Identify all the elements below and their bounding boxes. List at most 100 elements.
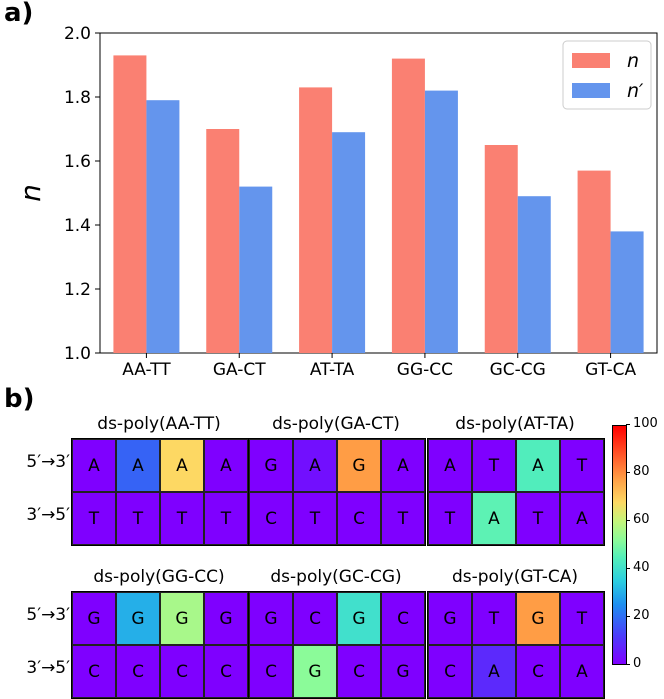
heatmap-cell: T [516, 492, 560, 545]
colorbar-tick-label: 40 [626, 560, 650, 575]
heatmap-cell: G [337, 439, 381, 492]
heatmap-cell: T [293, 492, 337, 545]
heatmap-cell: T [381, 492, 425, 545]
heatmap-cell: A [116, 439, 160, 492]
heatmap-cell: G [249, 592, 293, 645]
heatmap-cell: C [337, 492, 381, 545]
heatmap-cell: A [472, 645, 516, 698]
heatmap-cell: A [560, 645, 604, 698]
heatmap-cell: G [428, 592, 472, 645]
heatmap-cell: T [472, 439, 516, 492]
colorbar [612, 425, 627, 665]
heatmap-cell: T [204, 492, 248, 545]
heatmap-cell: G [116, 592, 160, 645]
heatmap-cell: A [472, 492, 516, 545]
x-tick-label: GT-CA [585, 360, 636, 380]
heatmap-cell: G [204, 592, 248, 645]
heatmap-cell: C [428, 645, 472, 698]
heatmap-cell: C [72, 645, 116, 698]
legend-swatch-1 [572, 83, 610, 98]
colorbar-tick-label: 80 [626, 464, 650, 479]
row-label-5-to-3: 5′→3′ [26, 452, 70, 472]
x-tick-label: AT-TA [310, 360, 355, 380]
heatmap-cell: T [472, 592, 516, 645]
bar-n-GG-CC [391, 58, 425, 353]
bar-n-prime-GC-CG [517, 196, 551, 353]
heatmap-cell: A [428, 439, 472, 492]
bar-n-GT-CA [577, 170, 611, 353]
panel-b-label: b) [4, 384, 35, 414]
y-tick-label: 1.0 [64, 344, 91, 364]
heatmap-cell: T [560, 592, 604, 645]
heatmap-title: ds-poly(AA-TT) [97, 414, 221, 434]
bar-n-prime-GG-CC [424, 90, 458, 353]
heatmap-cell: A [72, 439, 116, 492]
heatmap-title: ds-poly(GG-CC) [93, 567, 225, 587]
heatmap-cell: T [160, 492, 204, 545]
heatmap-cell: T [428, 492, 472, 545]
bar-chart: 1.0 1.2 1.4 1.6 1.8 2.0 n AA-TT GA-CT AT-TA GG-CC G… [14, 24, 658, 380]
y-axis-label: n [14, 184, 47, 202]
y-tick-label: 1.2 [64, 280, 91, 300]
heatmap-cell: G [337, 592, 381, 645]
heatmap-cell: G [72, 592, 116, 645]
plot-frame [99, 32, 658, 354]
colorbar-tick-label: 60 [626, 512, 650, 527]
heatmap-cell: C [381, 592, 425, 645]
heatmap-cell: A [160, 439, 204, 492]
heatmap-cell: C [249, 492, 293, 545]
y-tick-label: 2.0 [64, 24, 91, 44]
bar-n-AA-TT [113, 55, 147, 354]
heatmap-cell: T [72, 492, 116, 545]
x-tick-label: GC-CG [490, 360, 546, 380]
heatmap-cell: G [160, 592, 204, 645]
heatmap-cell: C [337, 645, 381, 698]
bar-n-prime-GT-CA [610, 231, 644, 353]
heatmap-cell: A [560, 492, 604, 545]
heatmap-cell: G [516, 592, 560, 645]
row-label-3-to-5: 3′→5′ [26, 658, 70, 678]
legend-label-0: n [627, 50, 639, 72]
heatmap-title: ds-poly(GA-CT) [272, 414, 400, 434]
bar-n-GA-CT [206, 129, 240, 353]
heatmap-cell: G [381, 645, 425, 698]
heatmap-title: ds-poly(AT-TA) [455, 414, 575, 434]
heatmap-cell: C [516, 645, 560, 698]
heatmap-cell: T [560, 439, 604, 492]
heatmap-cell: C [160, 645, 204, 698]
heatmap-cell: A [381, 439, 425, 492]
heatmap-cell: A [204, 439, 248, 492]
row-label-3-to-5: 3′→5′ [26, 505, 70, 525]
colorbar-tick-label: 0 [625, 656, 641, 671]
heatmap-cell: C [293, 592, 337, 645]
row-label-5-to-3: 5′→3′ [26, 605, 70, 625]
heatmap-title: ds-poly(GC-CG) [270, 567, 402, 587]
heatmap-title: ds-poly(GT-CA) [451, 567, 579, 587]
heatmap-cell: C [204, 645, 248, 698]
heatmap-cell: G [249, 439, 293, 492]
heatmap-cell: C [116, 645, 160, 698]
bar-n-GC-CG [484, 145, 518, 353]
heatmap-cell: G [293, 645, 337, 698]
heatmap-cell: C [249, 645, 293, 698]
y-tick-label: 1.6 [64, 152, 91, 172]
bar-n-prime-GA-CT [239, 186, 273, 353]
y-tick-label: 1.8 [64, 88, 91, 108]
colorbar-tick-label: 100 [626, 416, 658, 431]
legend-swatch-0 [572, 53, 610, 68]
x-tick-label: GA-CT [213, 360, 266, 380]
bar-n-prime-AT-TA [332, 132, 366, 353]
x-tick-label: AA-TT [122, 360, 171, 380]
bar-n-prime-AA-TT [146, 100, 180, 353]
legend-label-1: n′ [627, 80, 644, 102]
heatmap-cell: A [293, 439, 337, 492]
colorbar-tick-label: 20 [626, 608, 650, 623]
bar-n-AT-TA [299, 87, 333, 354]
heatmap-cell: A [516, 439, 560, 492]
